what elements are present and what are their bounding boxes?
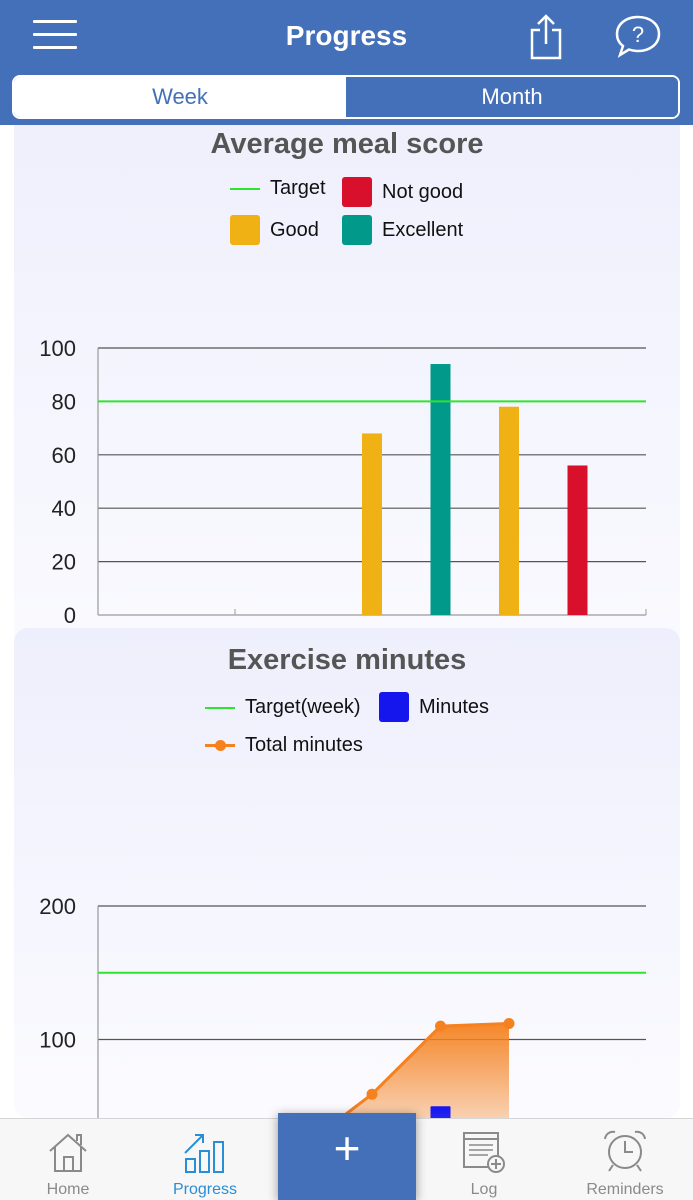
exercise-minutes-chart: 0100200Aug 06Aug 08Aug 10Aug 12Aug 14 [39,894,646,1118]
minutes-swatch [379,692,409,722]
good-swatch [230,215,260,245]
legend-minutes-label: Minutes [419,695,490,718]
minutes-bar [430,1106,451,1118]
meal-score-bar [362,433,382,615]
not-good-swatch [342,177,372,207]
tab-log[interactable]: Log [424,1119,544,1200]
total-minutes-swatch [205,740,235,751]
progress-content[interactable]: Average meal score Target Not good Good … [0,125,693,1118]
home-icon [49,1133,87,1172]
alarm-clock-icon [604,1130,646,1172]
target-week-line-swatch [205,706,235,709]
exercise-card: Exercise minutes Target(week) Minutes To… [14,628,680,1118]
plus-icon: + [333,1122,361,1174]
total-minutes-area [340,1023,509,1118]
share-icon[interactable] [528,12,564,60]
legend-target-week-label: Target(week) [245,696,361,718]
log-icon [463,1132,505,1173]
legend-not-good: Not good [342,177,463,207]
legend-target-week: Target(week) [205,696,361,719]
tab-home[interactable]: Home [8,1119,128,1200]
y-tick-label: 40 [52,496,76,521]
menu-button[interactable] [33,20,77,50]
y-tick-label: 100 [39,336,76,361]
legend-not-good-label: Not good [382,180,464,203]
nav-header: Progress ? Week Month [0,0,693,125]
y-tick-label: 20 [52,550,76,575]
legend-target: Target [230,177,326,200]
legend-total-minutes: Total minutes [205,734,363,757]
y-tick-label: 100 [39,1028,76,1053]
excellent-swatch [342,215,372,245]
meal-score-bar [499,406,519,615]
meal-chart-title: Average meal score [210,128,484,160]
legend-good-label: Good [270,218,319,241]
add-entry-button[interactable]: + [278,1113,416,1200]
page-title: Progress [285,20,408,51]
y-tick-label: 80 [52,389,76,414]
legend-good: Good [230,215,319,245]
tab-week[interactable]: Week [14,77,346,117]
meal-score-bar [430,364,451,615]
svg-text:?: ? [632,22,644,47]
legend-target-label: Target [270,177,326,199]
tab-reminders-label: Reminders [586,1181,664,1198]
legend-excellent: Excellent [342,215,463,245]
y-tick-label: 0 [64,603,76,628]
total-minutes-point [503,1017,515,1029]
tab-home-label: Home [46,1181,90,1198]
tab-log-label: Log [470,1181,498,1198]
total-minutes-point [366,1088,378,1100]
meal-score-chart: 020406080100Aug 06Aug 08Aug 10Aug 12Aug … [39,336,673,649]
total-minutes-line [338,1021,510,1118]
legend-minutes: Minutes [379,692,489,722]
y-tick-label: 200 [39,894,76,919]
tab-progress[interactable]: Progress [145,1119,265,1200]
tab-month[interactable]: Month [346,77,678,117]
progress-chart-icon [184,1134,224,1173]
help-icon[interactable]: ? [614,14,662,58]
period-segmented-control: Week Month [12,75,680,119]
target-line-swatch [230,187,260,190]
tab-progress-label: Progress [172,1181,238,1198]
exercise-chart-title: Exercise minutes [227,644,467,676]
legend-excellent-label: Excellent [382,218,464,241]
total-minutes-point [435,1020,446,1032]
tab-reminders[interactable]: Reminders [565,1119,685,1200]
meal-score-bar [567,465,588,615]
meal-score-card: Average meal score Target Not good Good … [14,125,680,713]
y-tick-label: 60 [52,443,76,468]
legend-total-minutes-label: Total minutes [245,734,363,756]
